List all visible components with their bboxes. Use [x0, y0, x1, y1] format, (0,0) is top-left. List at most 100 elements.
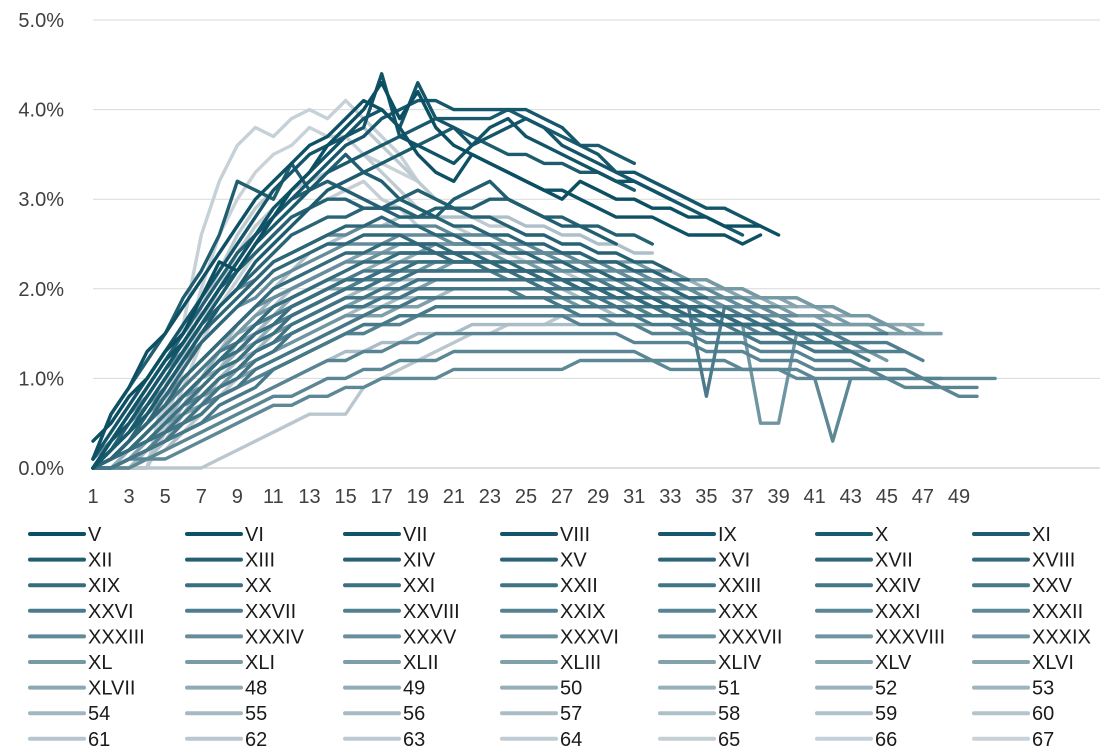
- x-tick-label: 21: [443, 486, 465, 508]
- legend-label: XXX: [718, 601, 758, 623]
- legend-label: XXXIII: [88, 626, 145, 648]
- series-lines: [91, 72, 997, 470]
- y-tick-label: 2.0%: [18, 279, 64, 301]
- legend-label: 62: [245, 729, 267, 748]
- legend-label: XXXI: [875, 601, 921, 623]
- legend-label: XXXIV: [245, 626, 305, 648]
- legend-label: XXXVII: [718, 626, 782, 648]
- legend-label: XXVIII: [403, 601, 460, 623]
- legend-label: 56: [403, 703, 425, 725]
- series-line: [91, 125, 636, 470]
- series-line: [91, 72, 672, 470]
- legend-label: XIV: [403, 550, 436, 572]
- legend-label: X: [875, 524, 888, 546]
- legend-label: 59: [875, 703, 897, 725]
- x-tick-label: 41: [804, 486, 826, 508]
- legend-label: XXIV: [875, 575, 921, 597]
- legend-label: 51: [718, 678, 740, 700]
- legend-label: IX: [718, 524, 737, 546]
- legend-label: 63: [403, 729, 425, 748]
- x-tick-label: 49: [948, 486, 970, 508]
- legend-label: XLIII: [560, 652, 601, 674]
- legend-label: XIII: [245, 550, 275, 572]
- legend-label: XI: [1032, 524, 1051, 546]
- legend-label: 49: [403, 678, 425, 700]
- x-tick-label: 9: [232, 486, 243, 508]
- legend-label: XXII: [560, 575, 598, 597]
- legend-label: XV: [560, 550, 587, 572]
- x-tick-label: 35: [695, 486, 717, 508]
- legend-label: 54: [88, 703, 110, 725]
- y-tick-label: 1.0%: [18, 368, 64, 390]
- legend-label: XXI: [403, 575, 435, 597]
- legend-label: 65: [718, 729, 740, 748]
- legend-label: XIX: [88, 575, 120, 597]
- legend-label: XVIII: [1032, 550, 1075, 572]
- series-line: [91, 233, 727, 470]
- legend-label: XLII: [403, 652, 439, 674]
- legend-label: XVII: [875, 550, 913, 572]
- x-tick-label: 43: [840, 486, 862, 508]
- y-tick-label: 0.0%: [18, 458, 64, 480]
- legend-label: XVI: [718, 550, 750, 572]
- series-line: [91, 152, 618, 461]
- x-tick-label: 25: [515, 486, 537, 508]
- y-axis-tick-labels: 0.0% 1.0% 2.0% 3.0% 4.0% 5.0%: [18, 10, 64, 480]
- legend-label: 50: [560, 678, 582, 700]
- legend-label: V: [88, 524, 102, 546]
- legend-label: VIII: [560, 524, 590, 546]
- legend-label: 55: [245, 703, 267, 725]
- series-line: [91, 314, 582, 470]
- legend-label: XXXV: [403, 626, 457, 648]
- legend-label: XXXII: [1032, 601, 1083, 623]
- x-tick-label: 17: [371, 486, 393, 508]
- legend-label: 60: [1032, 703, 1054, 725]
- legend-label: VII: [403, 524, 427, 546]
- series-line: [91, 80, 781, 443]
- legend-label: XX: [245, 575, 272, 597]
- legend-label: XXIX: [560, 601, 606, 623]
- legend-label: XXXVI: [560, 626, 619, 648]
- legend-label: XXVI: [88, 601, 134, 623]
- x-tick-label: 11: [263, 486, 284, 508]
- legend-label: 48: [245, 678, 267, 700]
- legend-label: XLIV: [718, 652, 762, 674]
- x-tick-label: 23: [479, 486, 501, 508]
- x-tick-label: 33: [659, 486, 681, 508]
- series-line: [91, 358, 997, 470]
- legend-label: 61: [88, 729, 110, 748]
- legend-label: XXXVIII: [875, 626, 945, 648]
- legend-label: 52: [875, 678, 897, 700]
- x-tick-label: 37: [731, 486, 753, 508]
- x-tick-label: 47: [912, 486, 934, 508]
- series-line: [91, 349, 979, 470]
- x-tick-label: 15: [334, 486, 356, 508]
- legend-label: XXVII: [245, 601, 296, 623]
- legend-label: XLVII: [88, 678, 135, 700]
- series-line: [91, 331, 979, 470]
- x-tick-label: 7: [196, 486, 207, 508]
- legend-label: VI: [245, 524, 264, 546]
- x-tick-label: 45: [876, 486, 898, 508]
- legend-label: XLV: [875, 652, 912, 674]
- x-tick-label: 3: [124, 486, 135, 508]
- x-tick-label: 29: [587, 486, 609, 508]
- series-line: [91, 98, 763, 461]
- legend-label: 67: [1032, 729, 1054, 748]
- legend-label: XXV: [1032, 575, 1073, 597]
- x-tick-label: 13: [298, 486, 320, 508]
- x-tick-label: 27: [551, 486, 573, 508]
- legend-label: XII: [88, 550, 112, 572]
- y-tick-label: 5.0%: [18, 10, 64, 32]
- legend-label: XXXIX: [1032, 626, 1091, 648]
- legend-label: 53: [1032, 678, 1054, 700]
- legend-label: XL: [88, 652, 112, 674]
- x-axis-tick-labels: 1 3 5 7 9 11 13 15 17 19 21 23 25 27 29 31 33 35 37 39 41 43 4…: [87, 486, 970, 508]
- legend-label: XLI: [245, 652, 275, 674]
- x-tick-label: 1: [87, 486, 98, 508]
- legend-label: XLVI: [1032, 652, 1074, 674]
- x-tick-label: 5: [160, 486, 171, 508]
- series-line: [91, 314, 943, 470]
